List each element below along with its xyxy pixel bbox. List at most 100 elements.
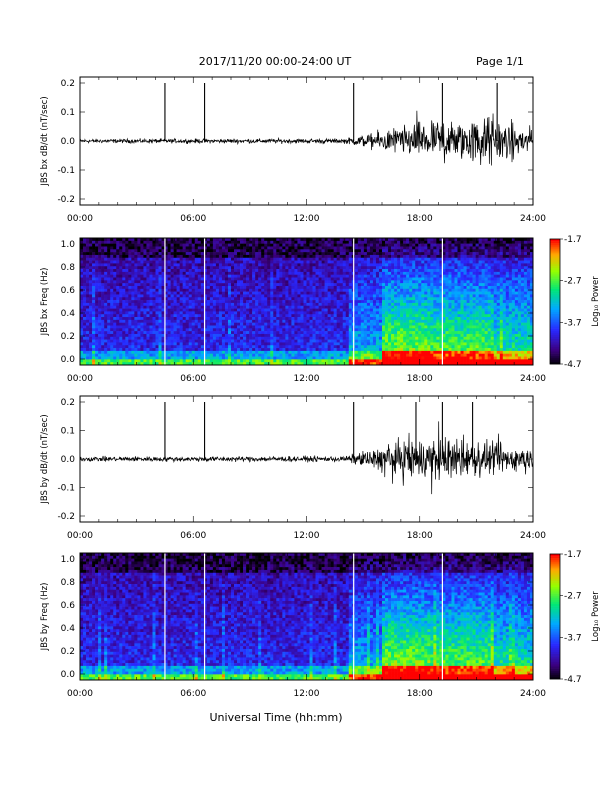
spectrogram-cell [336,333,341,338]
spectrogram-cell [149,243,153,247]
spectrogram-cell [152,266,156,270]
spectrogram-cell [110,288,114,292]
spectrogram-cell [285,257,289,261]
spectrogram-cell [321,333,325,338]
spectrogram-cell [155,283,159,287]
spectrogram-cell [357,288,362,292]
spectrogram-cell [409,266,413,270]
spectrogram-cell [182,362,186,366]
spectrogram-cell [306,274,310,278]
spectrogram-cell [80,252,84,256]
spectrogram-cell [321,356,325,360]
spectrogram-cell [234,302,238,307]
spectrogram-cell [194,345,199,349]
spectrogram-cell [158,266,162,270]
spectrogram-cell [306,348,310,352]
spectrogram-cell [231,285,235,290]
spectrogram-cell [110,350,114,355]
spectrogram-cell [134,305,138,309]
spectrogram-cell [203,274,208,278]
spectrogram-cell [122,266,126,270]
spectrogram-cell [391,274,395,278]
spectrogram-cell [270,288,274,292]
spectrogram-cell [279,302,283,307]
spectrogram-cell [366,345,371,349]
spectrogram-cell [270,325,274,329]
spectrogram-cell [203,254,208,259]
spectrogram-cell [324,362,328,366]
spectrogram-cell [86,345,90,349]
spectrogram-cell [255,297,259,301]
spectrogram-cell [95,333,99,338]
spectrogram-cell [315,317,319,321]
spectrogram-cell [252,297,256,301]
spectrogram-cell [324,283,328,287]
spectrogram-cell [391,283,395,287]
spectrogram-cell [249,348,253,352]
spectrogram-cell [366,260,371,264]
spectrogram-cell [297,319,301,323]
spectrogram-cell [224,314,229,318]
spectrogram-cell [113,353,117,357]
spectrogram-cell [330,319,334,323]
spectrogram-cell [318,322,322,326]
spectrogram-cell [394,342,398,346]
spectrogram-cell [294,362,298,366]
spectrogram-cell [203,291,208,295]
spectrogram-cell [391,246,395,250]
spectrogram-cell [137,322,141,326]
spectrogram-cell [360,319,365,323]
spectrogram-cell [409,260,413,264]
spectrogram-cell [110,238,114,242]
spectrogram-cell [104,348,108,352]
spectrogram-cell [321,294,325,298]
spectrogram-cell [203,348,208,352]
spectrogram-cell [146,266,150,270]
spectrogram-cell [385,269,389,273]
spectrogram-cell [276,348,280,352]
spectrogram-cell [188,288,193,292]
spectrogram-cell [131,319,135,323]
spectrogram-cell [270,350,274,355]
spectrogram-cell [209,243,214,247]
spectrogram-cell [360,336,365,340]
spectrogram-cell [80,348,84,352]
spectrogram-cell [336,285,341,290]
spectrogram-cell [388,311,392,315]
spectrogram-cell [372,300,377,304]
spectrogram-cell [385,359,389,363]
spectrogram-cell [113,305,117,309]
spectrogram-cell [342,331,347,335]
spectrogram-cell [152,331,156,335]
spectrogram-cell [397,345,401,349]
spectrogram-cell [206,257,211,261]
spectrogram-cell [382,311,386,315]
spectrogram-cell [164,238,168,242]
spectrogram-cell [110,348,114,352]
spectrogram-cell [327,280,331,284]
spectrogram-cell [273,283,277,287]
spectrogram-cell [318,243,322,247]
spectrogram-cell [388,342,392,346]
spectrogram-cell [406,331,410,335]
spectrogram-cell [221,246,226,250]
spectrogram-cell [98,302,102,307]
spectrogram-cell [209,339,214,343]
spectrogram-cell [285,269,289,273]
spectrogram-cell [369,319,374,323]
spectrogram-cell [191,252,196,256]
spectrogram-cell [336,249,341,253]
spectrogram-cell [388,260,392,264]
spectrogram-cell [273,328,277,332]
spectrogram-cell [200,283,205,287]
spectrogram-cell [366,294,371,298]
spectrogram-cell [255,339,259,343]
spectrogram-cell [321,285,325,290]
spectrogram-cell [336,308,341,312]
spectrogram-cell [300,252,304,256]
spectrogram-cell [212,263,217,267]
spectrogram-cell [80,308,84,312]
spectrogram-cell [306,311,310,315]
spectrogram-cell [385,333,389,338]
spectrogram-cell [182,274,186,278]
